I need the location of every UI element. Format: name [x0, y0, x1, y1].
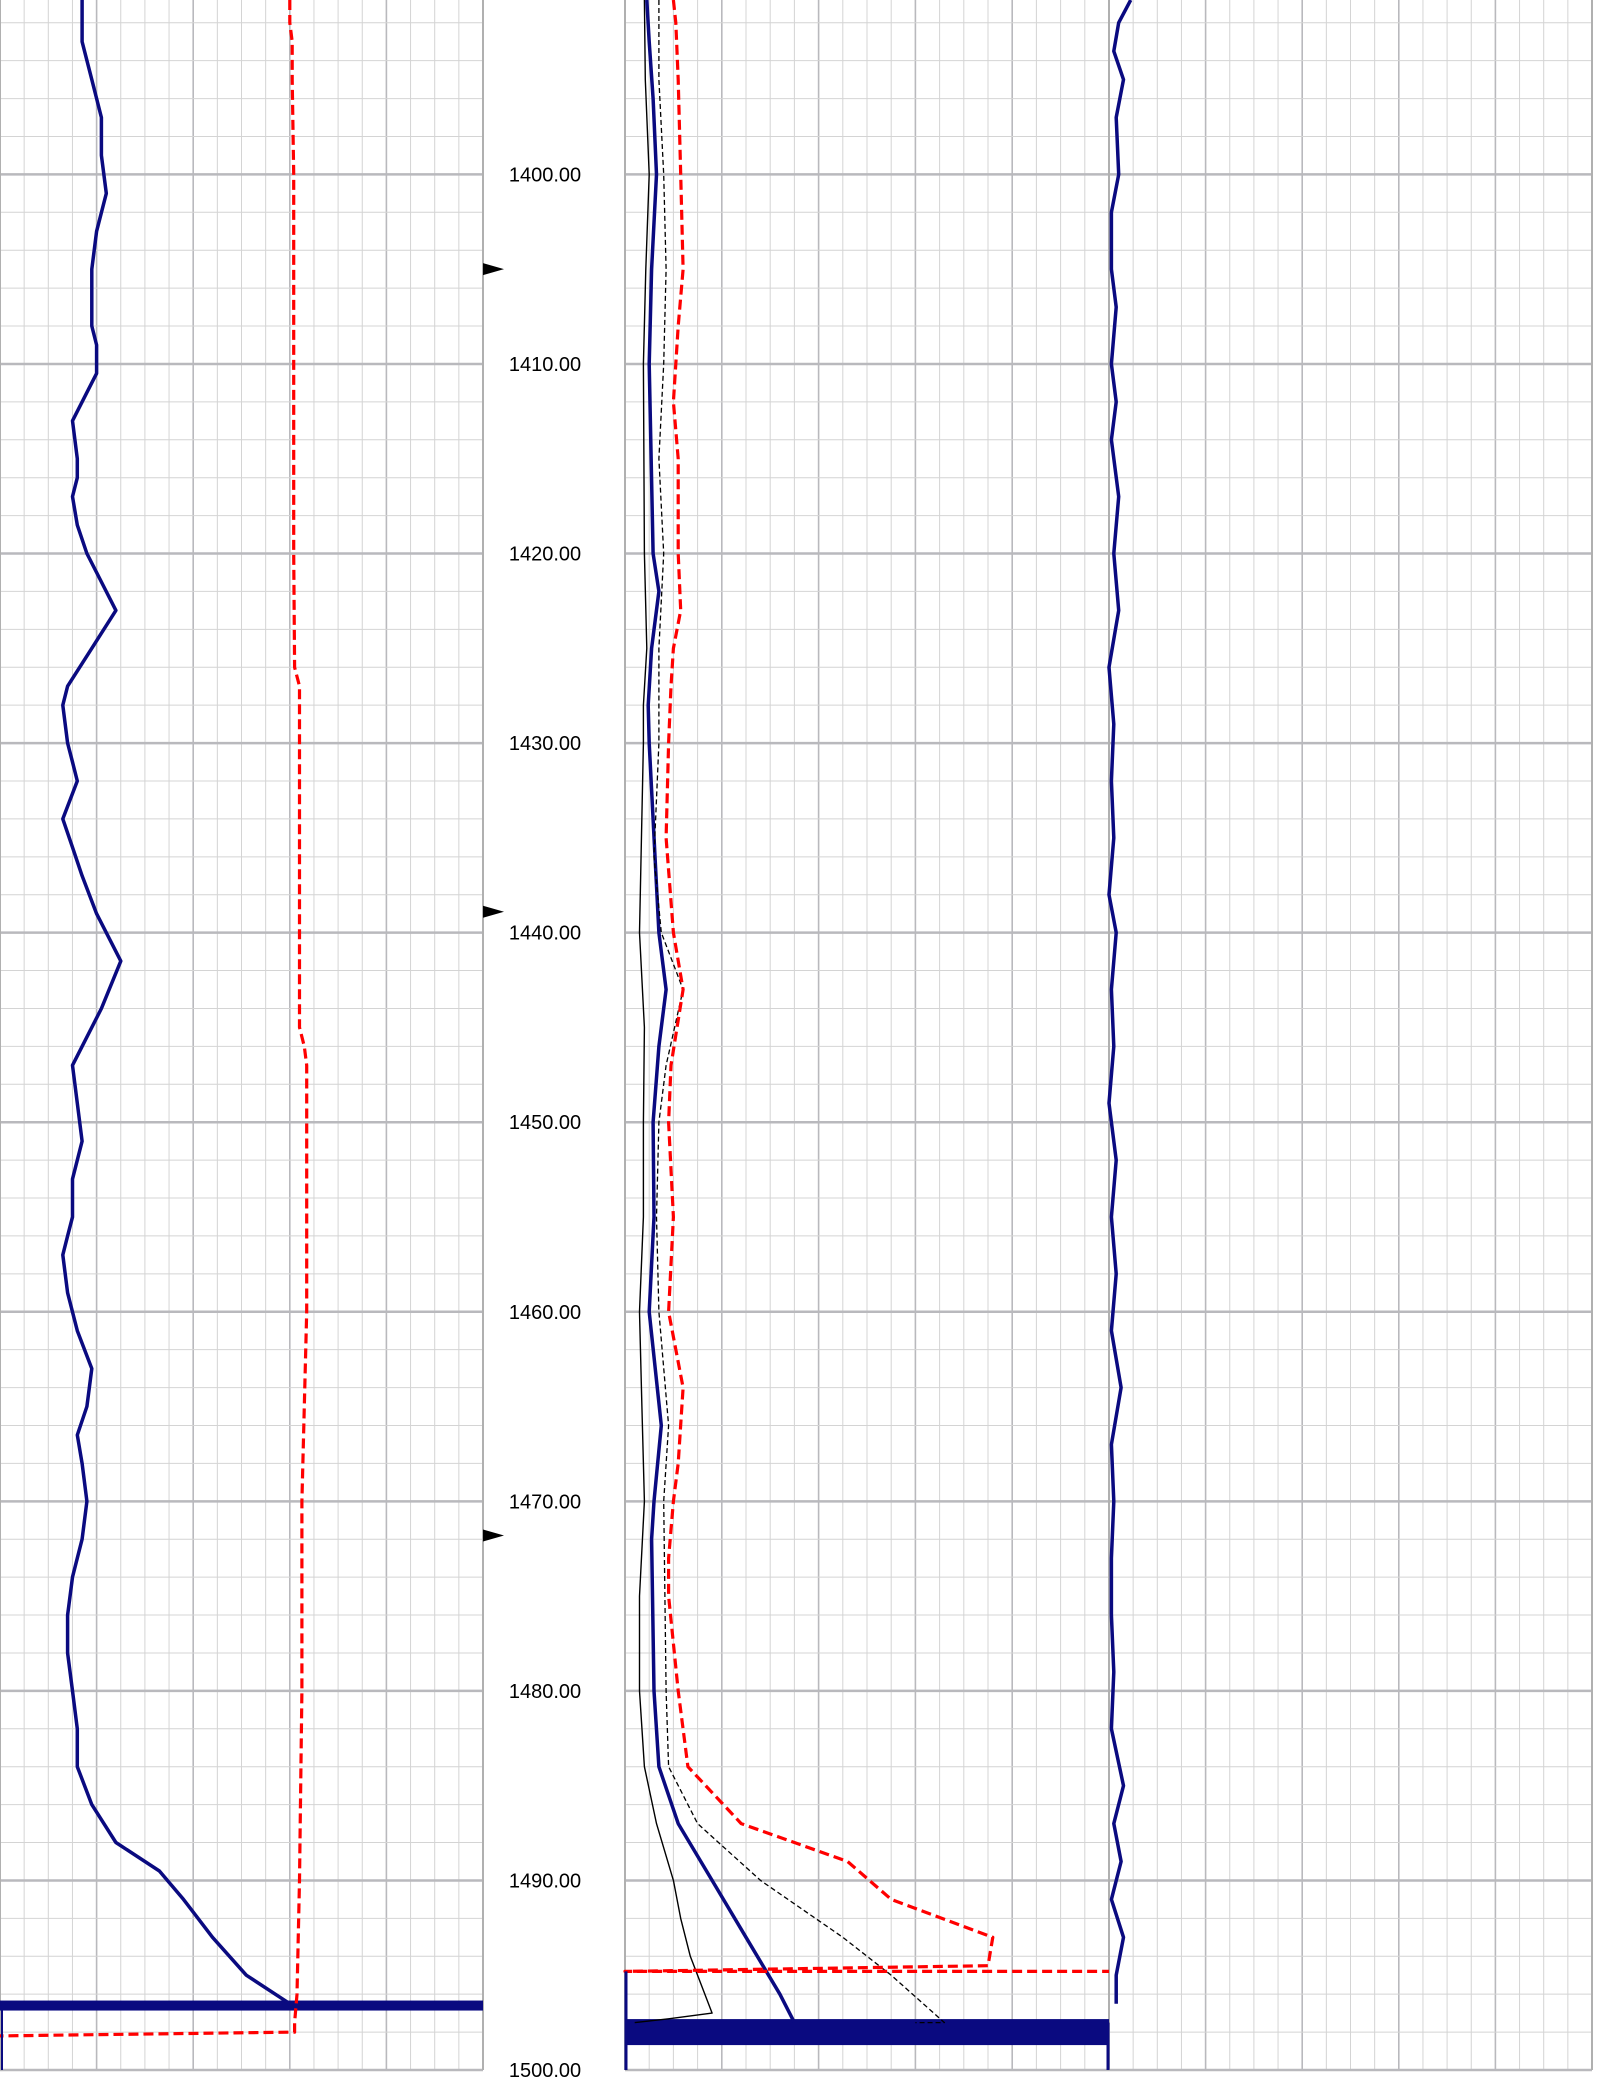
depth-tick-label: 1500.00 — [509, 2060, 581, 2080]
log-curves — [0, 0, 1133, 2070]
depth-tick-label: 1480.00 — [509, 1681, 581, 1703]
depth-tick-label: 1430.00 — [509, 733, 581, 755]
depth-marker-arrow — [483, 1529, 504, 1542]
depth-markers — [483, 263, 504, 1542]
log-curve-navy-solid — [61, 0, 291, 2006]
depth-tick-label: 1450.00 — [509, 1112, 581, 1134]
depth-tick-label: 1410.00 — [509, 354, 581, 376]
depth-tick-label: 1440.00 — [509, 923, 581, 945]
depth-marker-arrow — [483, 263, 504, 276]
depth-marker-arrow — [483, 905, 504, 918]
depth-tick-label: 1460.00 — [509, 1302, 581, 1324]
depth-tick-label: 1400.00 — [509, 164, 581, 186]
depth-tick-label: 1420.00 — [509, 544, 581, 566]
log-curve-navy-solid — [1107, 0, 1133, 2004]
log-curve-black-solid — [634, 0, 713, 2024]
depth-tick-label: 1490.00 — [509, 1870, 581, 1892]
log-curve-black-dashed — [653, 0, 946, 2024]
depth-tick-label: 1470.00 — [509, 1491, 581, 1513]
log-curve-navy-solid — [645, 0, 796, 2024]
log-curve-red-dashed — [0, 0, 309, 2038]
depth-axis-labels: 1400.00 1410.00 1420.00 1430.00 1440.00 1450.… — [509, 164, 581, 2080]
log-bottom-bar — [0, 2000, 483, 2011]
log-bottom-bar — [625, 2019, 1109, 2046]
log-curve-red-dashed — [623, 0, 1109, 1974]
